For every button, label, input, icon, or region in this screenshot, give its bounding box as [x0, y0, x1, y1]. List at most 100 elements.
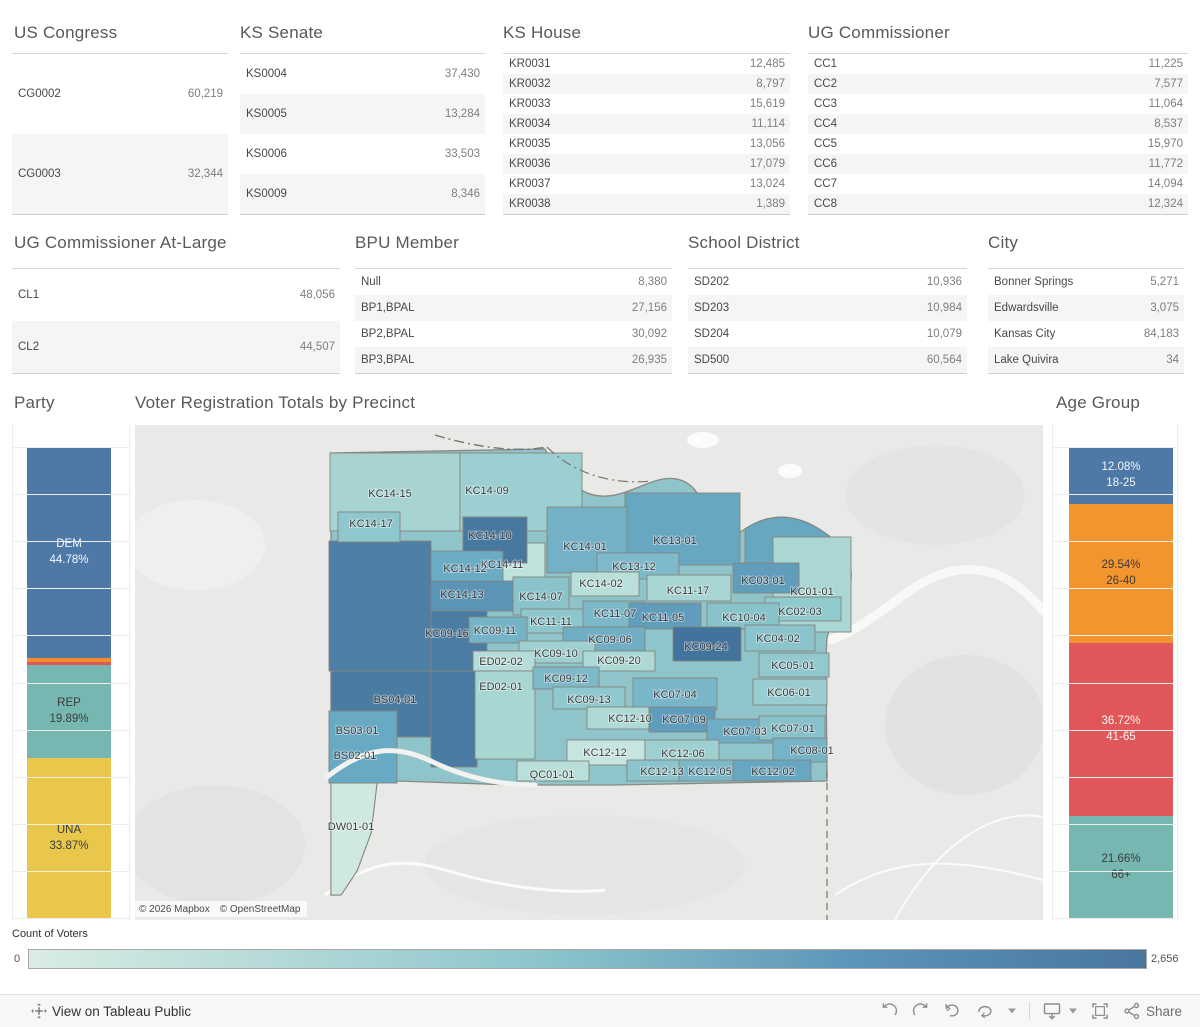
- map-precinct-KC11-17[interactable]: [646, 574, 732, 602]
- map-precinct-KC09-24[interactable]: [672, 626, 742, 662]
- table-row[interactable]: KS0006 33,503: [240, 134, 485, 174]
- table-row[interactable]: CC6 11,772: [808, 154, 1188, 174]
- precinct-label: KC13-12: [612, 561, 655, 573]
- table-row[interactable]: Bonner Springs 5,271: [988, 269, 1184, 295]
- table-row[interactable]: SD204 10,079: [688, 321, 967, 347]
- map-precinct-KC05-01[interactable]: [758, 652, 830, 678]
- table-row[interactable]: CG0002 60,219: [12, 54, 228, 134]
- map-region-bs02-03[interactable]: [328, 710, 398, 784]
- map-precinct-KC08-01[interactable]: [772, 737, 828, 763]
- table-row[interactable]: SD203 10,984: [688, 295, 967, 321]
- undo-icon[interactable]: [879, 1001, 899, 1021]
- table-row[interactable]: KR0037 13,024: [503, 174, 790, 194]
- map-region-west[interactable]: [328, 540, 432, 672]
- map-precinct-ED02-01[interactable]: [474, 670, 536, 760]
- precinct-label: KC06-01: [767, 687, 810, 699]
- row-value: 8,380: [638, 276, 667, 288]
- bar-segment-label: 66+: [1111, 868, 1131, 881]
- gridline: [13, 447, 129, 448]
- gridline: [13, 870, 129, 872]
- map-region-dw01[interactable]: [330, 782, 378, 896]
- map-precinct-KC09-20[interactable]: [582, 650, 656, 672]
- table-row[interactable]: Edwardsville 3,075: [988, 295, 1184, 321]
- map-precinct-KC09-11[interactable]: [468, 616, 528, 644]
- map-precinct-QC01-01[interactable]: [516, 760, 590, 782]
- table-row[interactable]: CL2 44,507: [12, 321, 340, 373]
- table-row[interactable]: KR0035 13,056: [503, 134, 790, 154]
- table-school-district: SD202 10,936 SD203 10,984 SD204 10,079 SD500 60…: [688, 268, 967, 374]
- map-precinct-KC03-01[interactable]: [732, 562, 800, 594]
- map-precinct-KC06-01[interactable]: [752, 678, 828, 706]
- fullscreen-icon[interactable]: [1090, 1001, 1110, 1021]
- table-row[interactable]: KS0004 37,430: [240, 54, 485, 94]
- table-row[interactable]: KR0031 12,485: [503, 54, 790, 74]
- table-row[interactable]: CC3 11,064: [808, 94, 1188, 114]
- table-row[interactable]: BP2,BPAL 30,092: [355, 321, 672, 347]
- table-row[interactable]: CC2 7,577: [808, 74, 1188, 94]
- refresh-icon[interactable]: [975, 1001, 995, 1021]
- map-precinct-KC12-02[interactable]: [732, 759, 812, 782]
- redo-icon[interactable]: [911, 1001, 931, 1021]
- map-precinct-KC11-05[interactable]: [628, 602, 702, 630]
- table-row[interactable]: CC1 11,225: [808, 54, 1188, 74]
- map-precinct-KC07-09[interactable]: [648, 706, 716, 733]
- share-button[interactable]: Share: [1122, 1001, 1182, 1021]
- table-row[interactable]: CC8 12,324: [808, 194, 1188, 214]
- table-row[interactable]: SD202 10,936: [688, 269, 967, 295]
- map-attribution[interactable]: © 2026 Mapbox © OpenStreetMap: [135, 901, 307, 917]
- bar-segment-DEM[interactable]: DEM 44.78%: [27, 447, 111, 658]
- bar-segment-UNA[interactable]: UNA 33.87%: [27, 758, 111, 918]
- tableau-toolbar: View on Tableau Public: [0, 994, 1200, 1027]
- table-row[interactable]: KR0034 11,114: [503, 114, 790, 134]
- table-city: Bonner Springs 5,271 Edwardsville 3,075 Kans…: [988, 268, 1184, 374]
- row-label: BP3,BPAL: [361, 354, 415, 366]
- history-caret-icon[interactable]: [1007, 1007, 1017, 1015]
- bar-segment-label: 19.89%: [49, 713, 89, 726]
- table-row[interactable]: KS0005 13,284: [240, 94, 485, 134]
- map-precinct-KC14-17[interactable]: [337, 511, 401, 543]
- row-label: KR0036: [509, 158, 551, 170]
- table-row[interactable]: BP3,BPAL 26,935: [355, 347, 672, 373]
- row-value: 8,346: [451, 188, 480, 200]
- table-row[interactable]: SD500 60,564: [688, 347, 967, 373]
- precinct-label: KC14-07: [519, 591, 562, 603]
- attribution-mapbox[interactable]: © 2026 Mapbox: [139, 903, 210, 915]
- table-row[interactable]: CC4 8,537: [808, 114, 1188, 134]
- bar-segment-18-25[interactable]: 12.08% 18-25: [1069, 447, 1173, 504]
- gridline: [13, 729, 129, 731]
- row-label: SD500: [694, 354, 730, 366]
- table-row[interactable]: KR0032 8,797: [503, 74, 790, 94]
- table-row[interactable]: Null 8,380: [355, 269, 672, 295]
- bar-segment-66+[interactable]: 21.66% 66+: [1069, 815, 1173, 918]
- bar-segment-minor[interactable]: [27, 662, 111, 665]
- table-row[interactable]: CC5 15,970: [808, 134, 1188, 154]
- table-row[interactable]: KR0038 1,389: [503, 194, 790, 214]
- replay-icon[interactable]: [943, 1001, 963, 1021]
- map-precinct-KC14-02[interactable]: [570, 571, 640, 597]
- view-on-tableau-link[interactable]: View on Tableau Public: [30, 1002, 191, 1020]
- table-row[interactable]: CC7 14,094: [808, 174, 1188, 194]
- map-precinct-KC04-02[interactable]: [744, 624, 816, 652]
- table-row[interactable]: Kansas City 84,183: [988, 321, 1184, 347]
- table-row[interactable]: KR0033 15,619: [503, 94, 790, 114]
- bar-segment-label: 29.54%: [1101, 559, 1141, 572]
- bar-segment-REP[interactable]: REP 19.89%: [27, 664, 111, 759]
- precinct-label: KC14-02: [579, 578, 622, 590]
- bar-segment-26-40[interactable]: 29.54% 26-40: [1069, 503, 1173, 644]
- row-label: Lake Quivira: [994, 354, 1059, 366]
- attribution-osm[interactable]: © OpenStreetMap: [219, 903, 301, 915]
- bar-segment-41-65[interactable]: 36.72% 41-65: [1069, 643, 1173, 816]
- table-row[interactable]: Lake Quivira 34: [988, 347, 1184, 373]
- table-row[interactable]: CL1 48,056: [12, 269, 340, 321]
- row-label: CL1: [18, 289, 40, 301]
- precinct-label: KC11-17: [667, 585, 710, 597]
- table-row[interactable]: BP1,BPAL 27,156: [355, 295, 672, 321]
- download-button[interactable]: [1042, 1001, 1078, 1021]
- table-row[interactable]: KS0009 8,346: [240, 174, 485, 214]
- table-row[interactable]: CG0003 32,344: [12, 134, 228, 214]
- bar-segment-minor[interactable]: [27, 657, 111, 663]
- gridline: [1053, 541, 1177, 543]
- gridline: [13, 494, 129, 496]
- table-row[interactable]: KR0036 17,079: [503, 154, 790, 174]
- map-title: Voter Registration Totals by Precinct: [135, 393, 416, 412]
